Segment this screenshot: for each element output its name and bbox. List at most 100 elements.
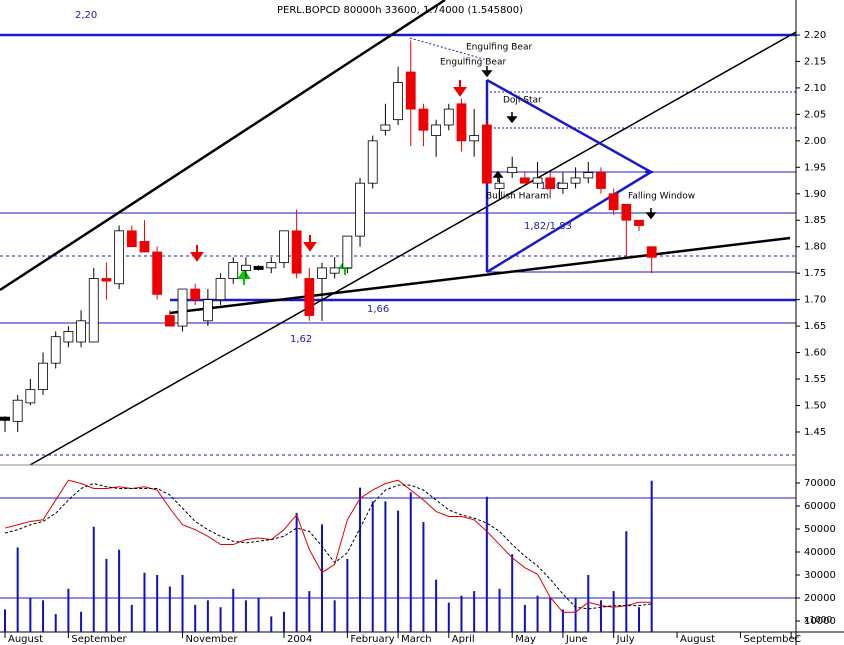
annotation: 1,62	[290, 334, 312, 345]
x-tick-label: June	[565, 634, 588, 645]
y-tick-label: 1.85	[804, 215, 826, 226]
candle-body	[38, 362, 48, 391]
candle-body	[76, 320, 86, 343]
candle-body	[190, 288, 201, 301]
y-tick-label: 70000	[804, 478, 836, 489]
candle-body	[507, 166, 518, 174]
y-tick-label: 20000	[804, 593, 836, 604]
candle-body	[0, 416, 10, 421]
y-tick-label: 2.05	[804, 109, 826, 120]
candle-body	[177, 288, 188, 327]
y-tick-label: 1.60	[804, 348, 826, 359]
candle-body	[279, 230, 289, 263]
annotation: 1,66	[367, 304, 389, 315]
y-tick-label: 60000	[804, 501, 836, 512]
y-tick-label: 1.95	[804, 162, 826, 173]
y-tick-label: 2.15	[804, 56, 826, 67]
y-tick-label: 1.75	[804, 268, 826, 279]
candle-body	[545, 177, 556, 189]
arrows	[190, 66, 657, 285]
annotation: Falling Window	[628, 192, 695, 202]
oscillator-line	[4, 479, 652, 613]
y-tick-label: 10000	[804, 616, 836, 627]
candle-body	[291, 230, 302, 274]
candle-body	[596, 172, 606, 189]
y-tick-label: 50000	[804, 524, 836, 535]
candle-body	[558, 182, 568, 189]
x-tick-label: February	[350, 634, 394, 645]
candle-body	[12, 399, 23, 422]
y-tick-label: 1.45	[804, 427, 826, 438]
candle-body	[329, 267, 340, 274]
candle-body	[393, 82, 403, 121]
candle-body	[418, 108, 429, 131]
x-tick-label: November	[186, 634, 239, 645]
candle-body	[253, 265, 264, 270]
candle-body	[367, 140, 378, 184]
x-tick-label: July	[616, 634, 635, 645]
candle-body	[228, 262, 239, 279]
x-tick-label: March	[401, 634, 431, 645]
candle-body	[317, 267, 327, 279]
candle-body	[126, 230, 137, 248]
candle-body	[63, 331, 74, 343]
chart-title: PERL.BOPCD 80000h 33600, 1.74000 (1.5458…	[277, 5, 523, 16]
candle-body	[380, 124, 391, 131]
annotation: Engulfing Bear	[466, 43, 532, 53]
annotation: 2,20	[75, 10, 97, 21]
annotation: 1,82/1,83	[524, 221, 572, 232]
y-tick-label: 1.65	[804, 321, 826, 332]
candle-body	[355, 182, 365, 237]
y-tick-label: 1.80	[804, 242, 826, 253]
x-tick-label: C	[794, 634, 801, 645]
candle-body	[532, 177, 543, 184]
annotation: Engulfing Bear	[440, 58, 506, 68]
candle-body	[469, 135, 480, 142]
candle-body	[646, 246, 657, 258]
candle-body	[519, 177, 530, 184]
x-tick-label: April	[452, 634, 475, 645]
candle-body	[456, 103, 467, 142]
oscillator-line	[4, 482, 652, 610]
y-tick-label: 30000	[804, 570, 836, 581]
y-tick-label: 2.10	[804, 83, 826, 94]
x-tick-label: May	[515, 634, 536, 645]
candle-body	[88, 278, 99, 343]
y-tick-label: 40000	[804, 547, 836, 558]
candle-body	[114, 230, 125, 285]
x-tick-label: September	[71, 634, 127, 645]
x-tick-label: August	[8, 634, 43, 645]
candle-body	[634, 219, 644, 226]
candle-body	[164, 315, 175, 327]
candle-body	[139, 241, 150, 253]
candle-body	[443, 108, 454, 126]
candle-body	[266, 262, 277, 269]
candle-body	[50, 336, 61, 364]
candle-body	[608, 193, 619, 211]
candle-body	[241, 264, 251, 271]
candle-body	[342, 235, 353, 269]
y-tick-label: 1.55	[804, 374, 826, 385]
candle-body	[583, 172, 594, 179]
candle-body	[570, 177, 581, 184]
annotation: Bullish Harami	[486, 192, 551, 202]
candle-body	[202, 299, 213, 322]
candle-body	[621, 203, 632, 221]
x-tick-label: 2004	[287, 634, 312, 645]
annotation: Doji Star	[503, 96, 542, 106]
candle-body	[405, 71, 416, 110]
candle-body	[152, 251, 163, 295]
annotation: x1000	[804, 616, 833, 626]
candle-body	[494, 182, 505, 189]
y-tick-label: 1.70	[804, 295, 826, 306]
y-tick-label: 2.00	[804, 136, 826, 147]
candle-body	[215, 278, 226, 301]
candle-body	[25, 389, 36, 404]
candle-body	[304, 278, 315, 316]
x-tick-label: September	[743, 634, 799, 645]
candle-body	[481, 124, 492, 184]
y-tick-label: 1.90	[804, 189, 826, 200]
x-tick-label: August	[680, 634, 715, 645]
